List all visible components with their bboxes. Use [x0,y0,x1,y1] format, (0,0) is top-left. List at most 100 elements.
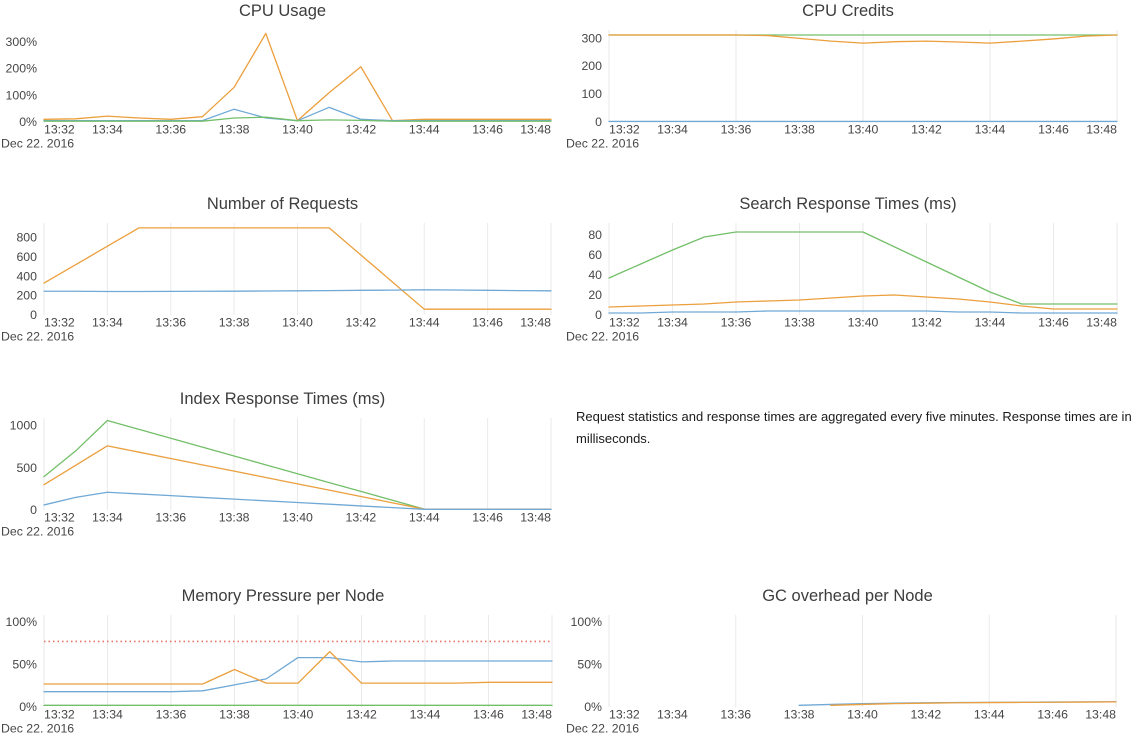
svg-text:13:44: 13:44 [974,707,1005,721]
svg-text:13:32: 13:32 [609,707,640,721]
svg-text:13:34: 13:34 [92,707,123,721]
svg-text:200%: 200% [6,62,38,76]
svg-text:13:40: 13:40 [282,123,313,137]
svg-text:13:46: 13:46 [1038,315,1069,329]
svg-text:13:42: 13:42 [910,707,941,721]
svg-text:Search Response Times (ms): Search Response Times (ms) [739,195,956,213]
svg-text:13:34: 13:34 [92,123,123,137]
svg-text:13:42: 13:42 [346,707,377,721]
svg-text:Number of Requests: Number of Requests [207,195,358,213]
svg-text:0%: 0% [584,700,602,714]
svg-text:13:36: 13:36 [721,123,752,137]
svg-text:50%: 50% [12,657,37,671]
svg-text:Dec 22. 2016: Dec 22. 2016 [1,137,74,151]
svg-text:13:46: 13:46 [1037,707,1068,721]
svg-text:100: 100 [581,87,602,101]
svg-text:13:32: 13:32 [44,123,75,137]
svg-text:13:34: 13:34 [92,315,123,329]
svg-text:0: 0 [595,308,602,322]
svg-text:400: 400 [16,269,37,283]
svg-text:13:48: 13:48 [520,511,551,525]
svg-text:13:44: 13:44 [410,707,441,721]
svg-text:800: 800 [16,230,37,244]
svg-text:13:36: 13:36 [721,315,752,329]
svg-text:1000: 1000 [10,419,38,433]
svg-text:13:40: 13:40 [848,123,879,137]
svg-text:13:48: 13:48 [1085,707,1116,721]
svg-text:13:38: 13:38 [784,315,815,329]
svg-text:13:46: 13:46 [472,123,503,137]
svg-text:13:44: 13:44 [975,123,1006,137]
svg-text:200: 200 [581,59,602,73]
svg-text:13:38: 13:38 [219,707,250,721]
svg-text:100%: 100% [571,614,603,628]
svg-text:300: 300 [581,31,602,45]
svg-text:13:36: 13:36 [720,707,751,721]
svg-text:13:46: 13:46 [472,511,503,525]
svg-text:13:40: 13:40 [848,315,879,329]
svg-text:13:36: 13:36 [155,315,186,329]
svg-text:GC overhead per Node: GC overhead per Node [762,587,933,605]
svg-text:13:36: 13:36 [155,123,186,137]
svg-text:13:48: 13:48 [521,707,552,721]
svg-text:13:46: 13:46 [472,315,503,329]
svg-text:13:38: 13:38 [219,511,250,525]
svg-text:13:32: 13:32 [44,707,75,721]
svg-text:Dec 22. 2016: Dec 22. 2016 [1,525,74,539]
svg-text:13:40: 13:40 [283,707,314,721]
svg-text:Dec 22. 2016: Dec 22. 2016 [1,329,74,343]
svg-text:13:40: 13:40 [282,511,313,525]
svg-text:Dec 22. 2016: Dec 22. 2016 [566,721,639,735]
svg-text:0: 0 [30,308,37,322]
svg-text:500: 500 [16,461,37,475]
svg-text:13:32: 13:32 [609,315,640,329]
svg-text:13:42: 13:42 [911,315,942,329]
svg-text:13:38: 13:38 [784,123,815,137]
svg-text:13:44: 13:44 [409,315,440,329]
svg-text:13:32: 13:32 [609,123,640,137]
svg-text:Dec 22. 2016: Dec 22. 2016 [566,329,639,343]
svg-text:13:38: 13:38 [219,315,250,329]
svg-text:0: 0 [30,503,37,517]
svg-text:60: 60 [588,248,602,262]
svg-text:20: 20 [588,288,602,302]
svg-text:13:48: 13:48 [1086,315,1117,329]
svg-text:13:36: 13:36 [155,511,186,525]
svg-text:13:40: 13:40 [847,707,878,721]
svg-text:0%: 0% [19,700,37,714]
svg-text:13:36: 13:36 [156,707,187,721]
svg-text:13:40: 13:40 [282,315,313,329]
svg-text:13:38: 13:38 [784,707,815,721]
svg-text:40: 40 [588,268,602,282]
svg-text:300%: 300% [6,35,38,49]
svg-text:13:34: 13:34 [657,123,688,137]
svg-text:Index Response Times (ms): Index Response Times (ms) [180,390,385,408]
svg-text:13:48: 13:48 [520,315,551,329]
svg-text:Dec 22. 2016: Dec 22. 2016 [1,721,74,735]
svg-text:13:42: 13:42 [911,123,942,137]
svg-text:13:46: 13:46 [1038,123,1069,137]
svg-text:13:32: 13:32 [44,315,75,329]
svg-text:200: 200 [16,288,37,302]
svg-text:600: 600 [16,250,37,264]
svg-text:80: 80 [588,228,602,242]
svg-text:13:44: 13:44 [409,123,440,137]
svg-text:13:32: 13:32 [44,511,75,525]
svg-text:Memory Pressure per Node: Memory Pressure per Node [182,587,385,605]
svg-text:100%: 100% [6,88,38,102]
svg-text:13:38: 13:38 [219,123,250,137]
svg-text:13:34: 13:34 [657,315,688,329]
svg-text:100%: 100% [6,614,38,628]
svg-text:13:44: 13:44 [409,511,440,525]
svg-text:13:48: 13:48 [520,123,551,137]
svg-text:CPU Usage: CPU Usage [239,2,326,20]
svg-text:13:34: 13:34 [92,511,123,525]
svg-text:0: 0 [595,115,602,129]
svg-text:0%: 0% [19,115,37,129]
svg-text:13:42: 13:42 [345,315,376,329]
svg-text:50%: 50% [577,657,602,671]
svg-text:13:48: 13:48 [1086,123,1117,137]
svg-text:13:42: 13:42 [345,511,376,525]
svg-text:13:42: 13:42 [345,123,376,137]
svg-text:Dec 22. 2016: Dec 22. 2016 [566,137,639,151]
